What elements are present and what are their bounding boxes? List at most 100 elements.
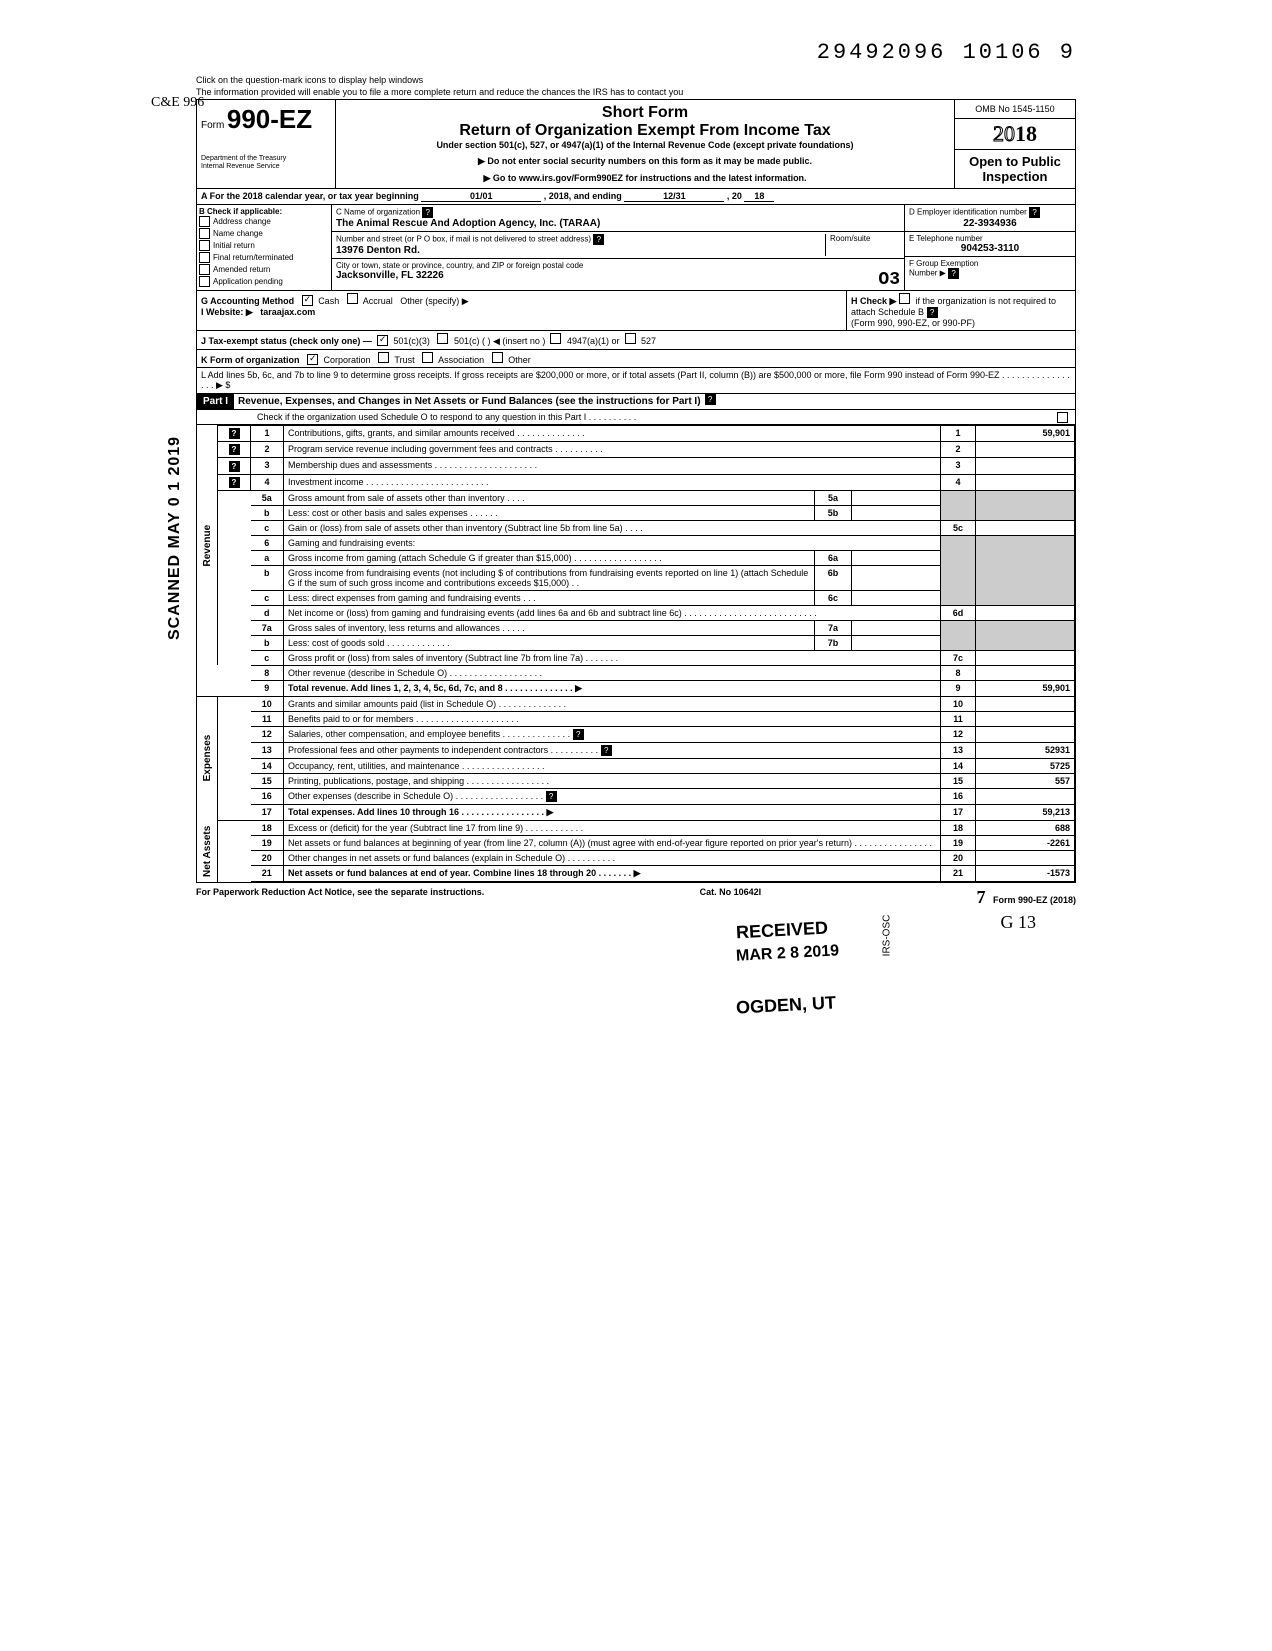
line-10-num: 10 [251,696,284,711]
line-14-desc: Occupancy, rent, utilities, and maintena… [284,758,941,773]
line-5b-mval [852,505,941,520]
chk-trust[interactable] [378,352,389,363]
document-id-number: 29492096 10106 9 [196,40,1076,65]
chk-schedule-o[interactable] [1057,412,1068,423]
line-4-val [976,474,1075,490]
line-20-rnum: 20 [941,851,976,866]
help-icon[interactable]: ? [546,791,557,802]
line-18-num: 18 [251,821,284,836]
line-5b-mini: 5b [815,505,852,520]
line-13-desc: Professional fees and other payments to … [284,742,941,758]
help-icon[interactable]: ? [601,745,612,756]
lbl-assoc: Association [438,355,484,365]
line-17-num: 17 [251,805,284,821]
hand-g13: G 13 [196,912,1036,933]
side-revenue: Revenue [197,426,218,666]
line-12-val [976,726,1075,742]
help-icon[interactable]: ? [229,477,240,488]
footer-left: For Paperwork Reduction Act Notice, see … [196,887,484,908]
dept-irs: Internal Revenue Service [201,163,331,171]
line-6c-mval [852,590,941,605]
chk-501c3[interactable] [377,335,388,346]
line-4-desc: Investment income . . . . . . . . . . . … [284,474,941,490]
line-15-num: 15 [251,773,284,788]
line-6a-desc: Gross income from gaming (attach Schedul… [284,550,815,565]
help-icon[interactable]: ? [948,268,959,279]
help-text-1: Click on the question-mark icons to disp… [196,75,1076,85]
chk-501c[interactable] [437,333,448,344]
line-5a-num: 5a [251,490,284,505]
line-11-rnum: 11 [941,711,976,726]
addr-label: Number and street (or P O box, if mail i… [336,235,591,244]
line-8-rnum: 8 [941,665,976,680]
line-13-num: 13 [251,742,284,758]
line-7b-desc: Less: cost of goods sold . . . . . . . .… [284,635,815,650]
chk-amended[interactable] [199,264,210,275]
lbl-app-pending: Application pending [213,277,283,286]
help-icon[interactable]: ? [705,394,716,405]
line-5a-mini: 5a [815,490,852,505]
h-form: (Form 990, 990-EZ, or 990-PF) [851,318,975,328]
line-15-desc: Printing, publications, postage, and shi… [284,773,941,788]
chk-527[interactable] [625,333,636,344]
line-17-val: 59,213 [976,805,1075,821]
part-1-check-text: Check if the organization used Schedule … [257,412,636,422]
lbl-corp: Corporation [324,355,371,365]
help-icon[interactable]: ? [229,461,240,472]
line-10-desc: Grants and similar amounts paid (list in… [284,696,941,711]
chk-schedule-b[interactable] [899,293,910,304]
d-label: D Employer identification number [909,208,1027,217]
line-11-val [976,711,1075,726]
chk-final-return[interactable] [199,252,210,263]
chk-corp[interactable] [307,354,318,365]
year-prefix: 20 [993,121,1015,146]
ogden-stamp: OGDEN, UT [736,992,837,1018]
line-21-rnum: 21 [941,866,976,882]
chk-other-org[interactable] [492,352,503,363]
short-form-label: Short Form [340,104,950,122]
line-7c-val [976,650,1075,665]
help-icon[interactable]: ? [422,207,433,218]
line-8-val [976,665,1075,680]
line-9-num: 9 [251,680,284,696]
line-8-desc: Other revenue (describe in Schedule O) .… [284,665,941,680]
help-icon[interactable]: ? [927,307,938,318]
line-16-val [976,788,1075,804]
lbl-name-change: Name change [213,229,263,238]
hand-7: 7 [976,887,985,907]
k-label: K Form of organization [201,355,300,365]
h-label: H Check ▶ [851,296,896,306]
line-8-num: 8 [251,665,284,680]
line-6d-desc: Net income or (loss) from gaming and fun… [284,605,941,620]
chk-initial-return[interactable] [199,240,210,251]
period-end-year: 18 [744,191,774,202]
line-6a-mval [852,550,941,565]
line-6d-rnum: 6d [941,605,976,620]
lbl-527: 527 [641,336,656,346]
lbl-501c: 501(c) ( [454,336,485,346]
help-icon[interactable]: ? [229,444,240,455]
line-10-rnum: 10 [941,696,976,711]
line-6-desc: Gaming and fundraising events: [284,535,941,550]
line-6b-mval [852,565,941,590]
chk-4947[interactable] [550,333,561,344]
city-label: City or town, state or province, country… [336,261,583,270]
help-icon[interactable]: ? [229,428,240,439]
chk-name-change[interactable] [199,228,210,239]
lbl-address-change: Address change [213,217,271,226]
help-icon[interactable]: ? [573,729,584,740]
side-net-assets: Net Assets [197,821,218,882]
chk-app-pending[interactable] [199,276,210,287]
part-1-title: Revenue, Expenses, and Changes in Net As… [234,394,705,409]
help-icon[interactable]: ? [593,234,604,245]
chk-assoc[interactable] [422,352,433,363]
chk-accrual[interactable] [347,293,358,304]
line-9-desc: Total revenue. Add lines 1, 2, 3, 4, 5c,… [284,680,941,696]
chk-cash[interactable] [302,295,313,306]
footer-mid: Cat. No 10642I [700,887,762,908]
line-4-rnum: 4 [941,474,976,490]
chk-address-change[interactable] [199,216,210,227]
help-icon[interactable]: ? [1029,207,1040,218]
lbl-final-return: Final return/terminated [213,253,293,262]
period-start: 01/01 [421,191,541,202]
